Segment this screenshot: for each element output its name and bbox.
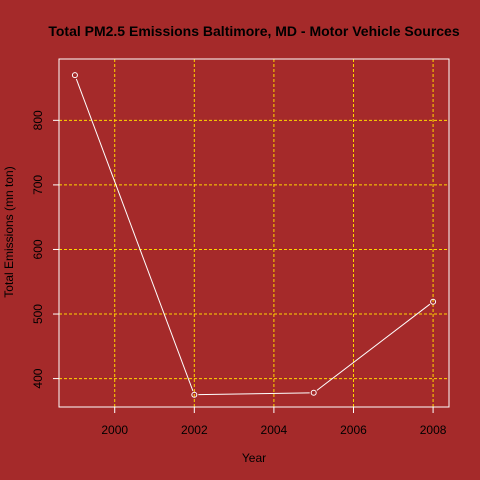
series-line-segment — [316, 303, 431, 391]
x-tick-label: 2008 — [420, 423, 447, 437]
x-tick-label: 2002 — [181, 423, 208, 437]
y-tick-label: 700 — [31, 175, 45, 195]
grid-layer — [59, 59, 449, 407]
data-point — [310, 389, 317, 396]
data-layer — [71, 72, 437, 398]
x-tick-label: 2006 — [340, 423, 367, 437]
series-line-segment — [75, 78, 194, 392]
plot-frame — [58, 58, 450, 408]
series-line-segment — [198, 392, 310, 396]
data-point — [430, 298, 437, 305]
x-tick-label: 2004 — [261, 423, 288, 437]
y-tick-label: 600 — [31, 239, 45, 259]
y-tick-label: 800 — [31, 110, 45, 130]
data-point — [71, 72, 78, 79]
y-tick-label: 500 — [31, 304, 45, 324]
axis-layer: 2000 2002 2004 2006 2008 400 500 600 700 800 — [31, 58, 450, 437]
chart-title: Total PM2.5 Emissions Baltimore, MD - Mo… — [48, 23, 459, 39]
x-axis-label: Year — [242, 451, 266, 465]
y-axis-label: Total Emissions (mn ton) — [2, 166, 16, 297]
y-tick-label: 400 — [31, 368, 45, 388]
x-tick-label: 2000 — [101, 423, 128, 437]
data-point — [191, 391, 198, 398]
